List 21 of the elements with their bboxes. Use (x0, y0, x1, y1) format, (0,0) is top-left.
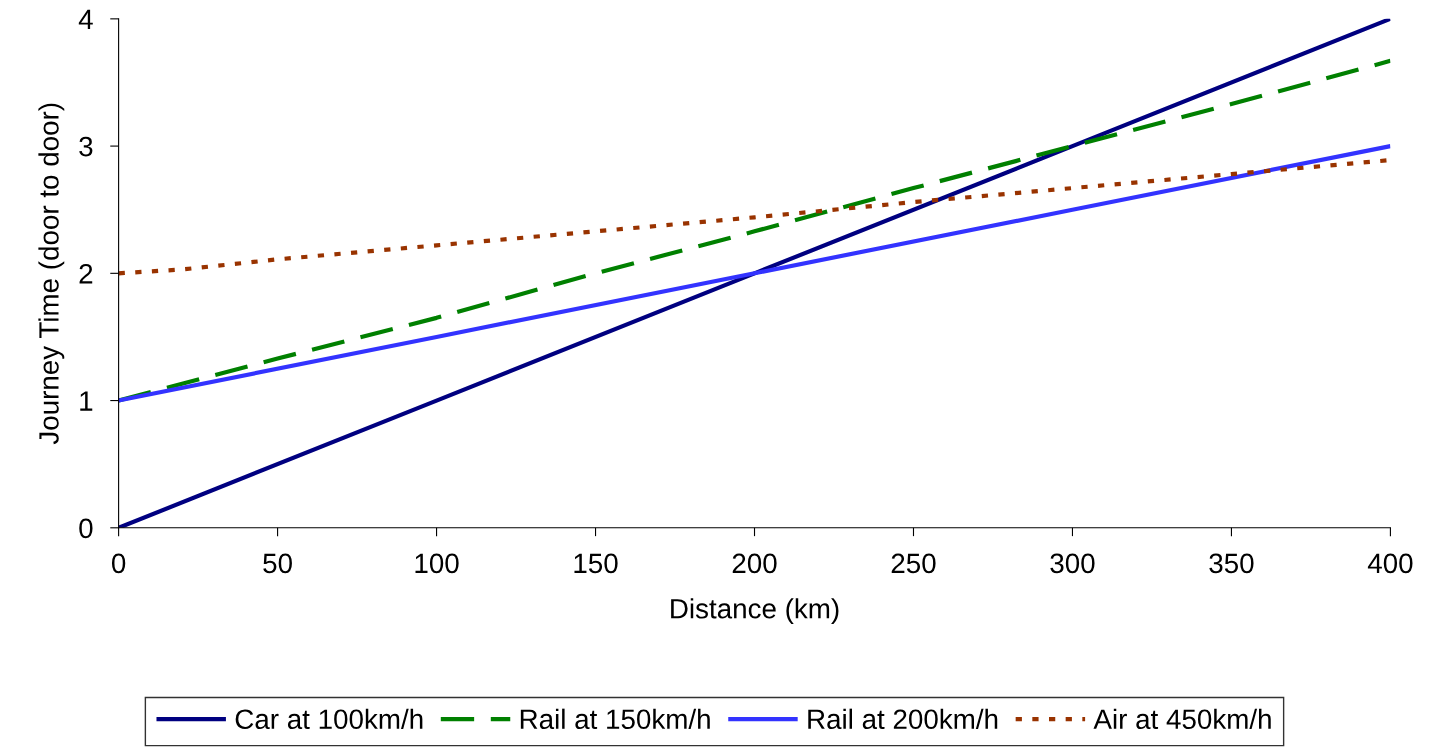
x-tick-label: 200 (732, 553, 777, 574)
x-tick-label: 100 (415, 553, 459, 574)
y-tick-label: 2 (79, 263, 93, 284)
legend-label: Rail at 150km/h (520, 708, 710, 730)
x-tick-label: 250 (891, 553, 936, 574)
legend-label: Car at 100km/h (235, 708, 423, 730)
x-tick-label: 0 (111, 553, 126, 574)
x-tick-label: 150 (574, 553, 618, 574)
x-tick-label: 300 (1050, 553, 1095, 574)
legend-label: Rail at 200km/h (808, 708, 998, 730)
x-tick-label: 50 (263, 553, 292, 574)
y-tick-label: 3 (79, 136, 93, 157)
line-series (118, 144, 1391, 403)
y-tick-label: 4 (78, 9, 93, 29)
y-tick-label: 0 (79, 518, 93, 539)
x-axis-title: Distance (km) (671, 598, 839, 625)
legend-label: Air at 450km/h (1093, 708, 1271, 730)
y-axis-title: Journey Time (door to door) (38, 103, 65, 445)
y-tick-label: 1 (80, 391, 93, 411)
x-tick-label: 350 (1209, 553, 1254, 574)
x-tick-label: 400 (1367, 553, 1413, 574)
